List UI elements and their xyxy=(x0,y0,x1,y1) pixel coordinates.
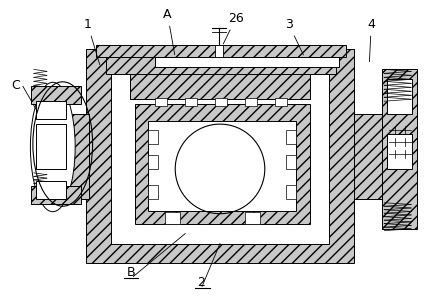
Polygon shape xyxy=(286,130,295,144)
Polygon shape xyxy=(105,52,337,74)
Polygon shape xyxy=(275,98,287,106)
Polygon shape xyxy=(136,104,310,224)
Polygon shape xyxy=(245,212,260,224)
Polygon shape xyxy=(215,98,227,106)
Polygon shape xyxy=(382,69,417,229)
Polygon shape xyxy=(165,212,180,224)
Polygon shape xyxy=(148,121,295,211)
Polygon shape xyxy=(387,134,412,169)
Polygon shape xyxy=(155,98,167,106)
Polygon shape xyxy=(148,155,158,169)
Polygon shape xyxy=(245,98,257,106)
Text: 2: 2 xyxy=(197,276,205,289)
Polygon shape xyxy=(185,98,197,106)
Polygon shape xyxy=(354,114,382,199)
Polygon shape xyxy=(110,69,330,244)
Text: 26: 26 xyxy=(223,12,244,44)
Polygon shape xyxy=(85,49,354,263)
Polygon shape xyxy=(148,130,158,144)
Polygon shape xyxy=(96,45,346,57)
Polygon shape xyxy=(36,101,66,119)
Polygon shape xyxy=(286,155,295,169)
Polygon shape xyxy=(148,185,158,199)
Polygon shape xyxy=(36,124,66,169)
Text: 3: 3 xyxy=(285,18,303,55)
Polygon shape xyxy=(286,185,295,199)
Polygon shape xyxy=(36,181,66,199)
Text: 4: 4 xyxy=(367,18,375,62)
Text: C: C xyxy=(11,79,20,92)
Polygon shape xyxy=(31,86,81,104)
Polygon shape xyxy=(387,79,412,114)
Polygon shape xyxy=(155,57,339,67)
Text: 1: 1 xyxy=(84,18,100,65)
Polygon shape xyxy=(215,45,223,57)
Polygon shape xyxy=(61,114,89,199)
Text: B: B xyxy=(126,266,135,279)
Polygon shape xyxy=(31,186,81,204)
Text: A: A xyxy=(163,7,175,55)
Polygon shape xyxy=(130,69,310,99)
Ellipse shape xyxy=(31,82,75,212)
